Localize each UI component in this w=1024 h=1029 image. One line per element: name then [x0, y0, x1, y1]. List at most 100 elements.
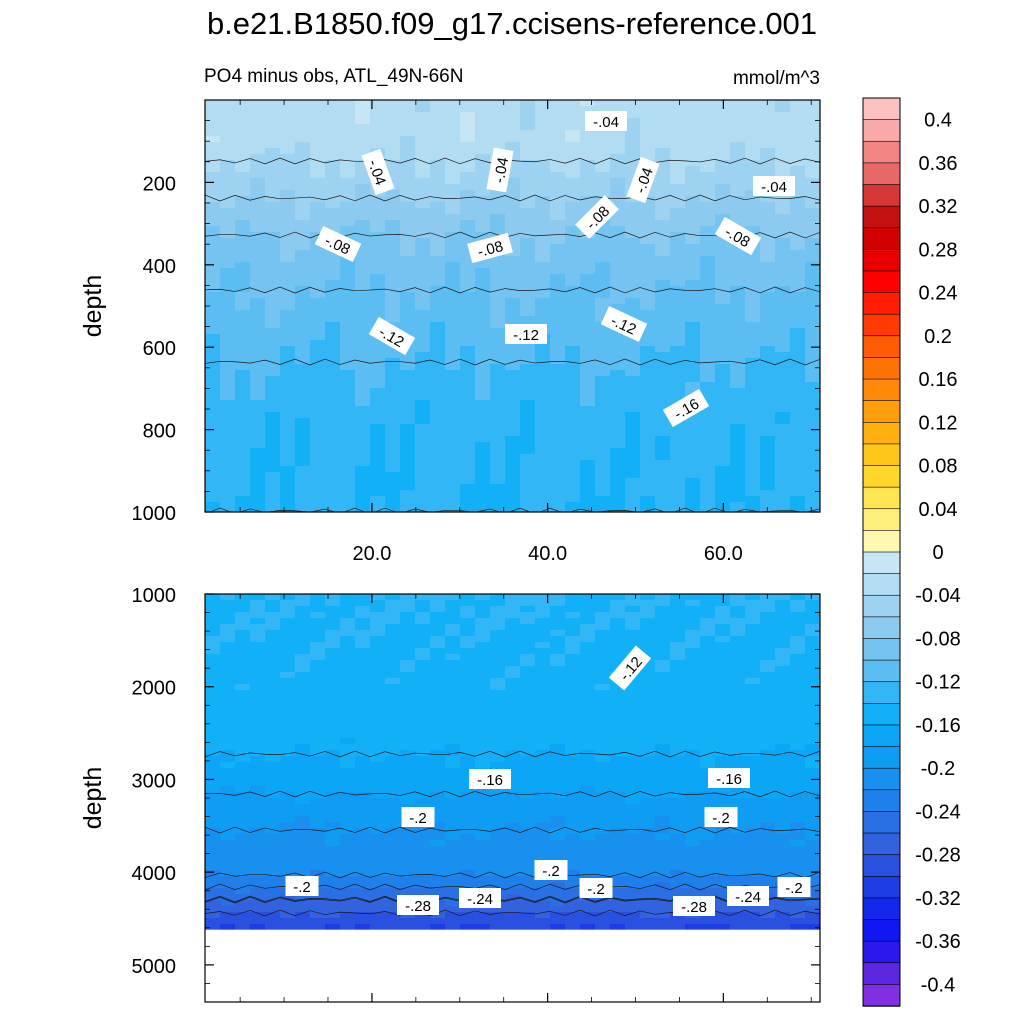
contour-cell	[655, 666, 671, 673]
contour-cell	[370, 268, 386, 275]
contour-cell	[475, 436, 491, 443]
contour-cell	[475, 136, 491, 143]
contour-cell	[775, 804, 791, 811]
contour-cell	[370, 780, 386, 787]
contour-cell	[460, 594, 476, 601]
contour-cell	[265, 298, 281, 305]
contour-cell	[625, 624, 641, 631]
contour-cell	[775, 352, 791, 359]
contour-cell	[235, 202, 251, 209]
contour-cell	[355, 256, 371, 263]
contour-cell	[730, 184, 746, 191]
contour-cell	[460, 762, 476, 769]
contour-cell	[625, 106, 641, 113]
contour-cell	[805, 274, 821, 281]
contour-cell	[505, 882, 521, 889]
contour-cell	[595, 612, 611, 619]
contour-cell	[550, 816, 566, 823]
contour-cell	[475, 744, 491, 751]
contour-cell	[325, 846, 341, 853]
contour-cell	[700, 304, 716, 311]
contour-cell	[670, 600, 686, 607]
contour-cell	[340, 322, 356, 329]
contour-cell	[580, 292, 596, 299]
contour-cell	[370, 370, 386, 377]
y-tick-label: 600	[143, 338, 176, 360]
contour-cell	[700, 798, 716, 805]
contour-cell	[580, 304, 596, 311]
contour-cell	[250, 630, 266, 637]
contour-cell	[415, 250, 431, 257]
contour-cell	[340, 834, 356, 841]
contour-cell	[205, 594, 221, 601]
contour-cell	[730, 618, 746, 625]
contour-cell	[580, 696, 596, 703]
contour-cell	[580, 388, 596, 395]
contour-cell	[565, 142, 581, 149]
contour-cell	[535, 684, 551, 691]
contour-cell	[250, 244, 266, 251]
contour-cell	[325, 496, 341, 503]
contour-cell	[205, 804, 221, 811]
contour-cell	[280, 244, 296, 251]
contour-cell	[235, 340, 251, 347]
contour-cell	[505, 478, 521, 485]
contour-cell	[760, 112, 776, 119]
contour-cell	[340, 840, 356, 847]
contour-cell	[775, 672, 791, 679]
contour-cell	[460, 454, 476, 461]
contour-cell	[340, 666, 356, 673]
contour-cell	[580, 714, 596, 721]
contour-cell	[355, 496, 371, 503]
contour-cell	[490, 744, 506, 751]
contour-cell	[295, 364, 311, 371]
contour-cell	[715, 364, 731, 371]
contour-cell	[340, 460, 356, 467]
contour-cell	[775, 720, 791, 727]
contour-cell	[610, 648, 626, 655]
contour-cell	[265, 822, 281, 829]
contour-cell	[565, 340, 581, 347]
contour-cell	[640, 720, 656, 727]
contour-cell	[640, 870, 656, 877]
contour-cell	[535, 478, 551, 485]
contour-cell	[265, 618, 281, 625]
contour-cell	[220, 430, 236, 437]
contour-cell	[790, 678, 806, 685]
contour-cell	[430, 624, 446, 631]
contour-cell	[670, 762, 686, 769]
contour-cell	[430, 358, 446, 365]
contour-cell	[505, 298, 521, 305]
contour-cell	[790, 660, 806, 667]
contour-cell	[340, 442, 356, 449]
contour-cell	[685, 738, 701, 745]
contour-cell	[265, 630, 281, 637]
contour-cell	[730, 876, 746, 883]
contour-cell	[325, 624, 341, 631]
contour-cell	[475, 412, 491, 419]
contour-cell	[385, 804, 401, 811]
contour-cell	[490, 618, 506, 625]
contour-cell	[445, 364, 461, 371]
contour-cell	[610, 448, 626, 455]
contour-cell	[205, 798, 221, 805]
contour-cell	[760, 436, 776, 443]
contour-cell	[475, 822, 491, 829]
contour-cell	[745, 142, 761, 149]
contour-cell	[220, 606, 236, 613]
contour-cell	[475, 190, 491, 197]
contour-cell	[400, 364, 416, 371]
contour-cell	[430, 484, 446, 491]
contour-cell	[385, 702, 401, 709]
contour-cell	[235, 256, 251, 263]
contour-cell	[460, 448, 476, 455]
contour-cell	[235, 846, 251, 853]
contour-cell	[730, 672, 746, 679]
contour-cell	[790, 226, 806, 233]
contour-cell	[565, 666, 581, 673]
contour-cell	[310, 792, 326, 799]
contour-cell	[325, 382, 341, 389]
contour-cell	[355, 280, 371, 287]
contour-cell	[445, 436, 461, 443]
contour-cell	[640, 708, 656, 715]
